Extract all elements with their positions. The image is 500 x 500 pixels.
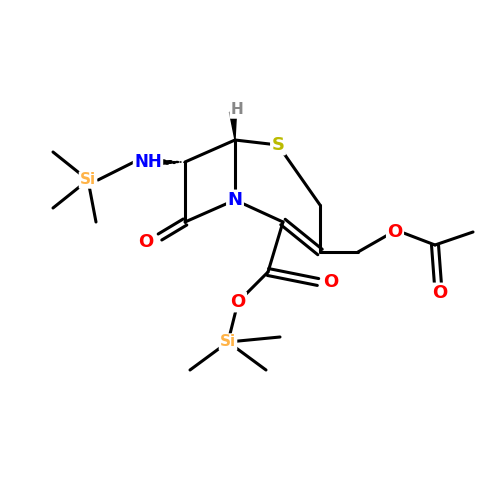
Text: H: H [230,102,243,118]
Text: Si: Si [80,172,96,188]
Text: O: O [230,293,246,311]
Text: S: S [272,136,284,154]
Text: O: O [432,284,448,302]
Text: O: O [138,233,154,251]
Polygon shape [230,112,236,140]
Text: Si: Si [220,334,236,349]
Text: N: N [228,191,242,209]
Text: NH: NH [134,153,162,171]
Text: O: O [388,223,402,241]
Text: O: O [324,273,338,291]
